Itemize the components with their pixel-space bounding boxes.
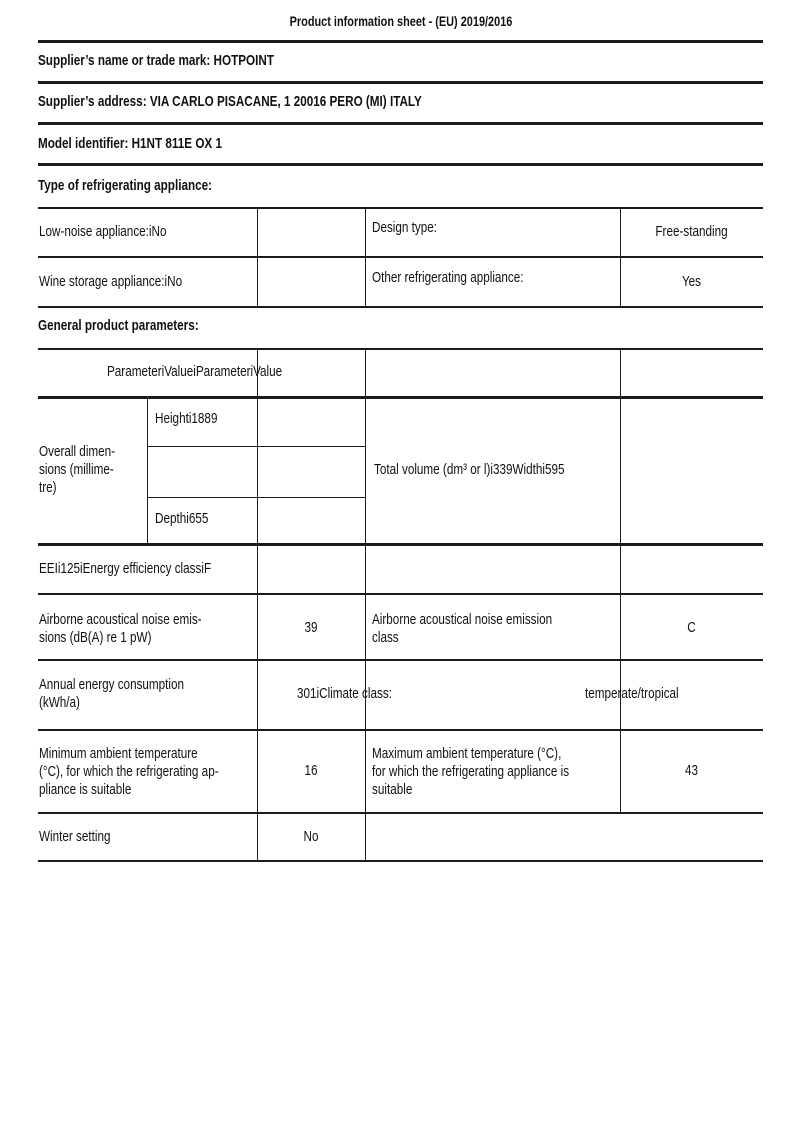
cell-max-ambient-temp-value: 43 [684, 762, 699, 779]
table-row-border [38, 729, 763, 731]
table-column-border [620, 207, 621, 307]
cell-design-type-label: Design type: [372, 219, 438, 236]
cell-annual-energy-label: Annual energy consumption (kWh/a) [39, 676, 185, 711]
table-row-border [38, 659, 763, 661]
parameters-header-row: ParameteriValueiParameteriValue [107, 363, 283, 380]
table-subrow-border [147, 497, 365, 498]
table-border-top [38, 207, 763, 209]
table-subcolumn-border [147, 397, 148, 544]
table-subrow-border [147, 446, 365, 447]
table-border-bottom [38, 860, 763, 862]
section-divider [38, 81, 763, 84]
cell-max-ambient-temp-label: Maximum ambient temperature (°C), for wh… [372, 745, 570, 798]
cell-depth-value: Depthi655 [155, 510, 209, 527]
section-divider [38, 40, 763, 43]
cell-winter-setting-value: No [303, 828, 319, 845]
type-section-heading: Type of refrigerating appliance: [38, 177, 213, 194]
table-column-border [257, 207, 258, 307]
table-column-border [257, 348, 258, 862]
cell-other-refrigerating-value: Yes [681, 273, 702, 290]
cell-climate-class-value: temperate/tropical [585, 685, 679, 702]
cell-noise-emissions-value: 39 [304, 619, 318, 636]
table-row-border [38, 543, 763, 546]
cell-total-volume: Total volume (dm³ or l)i339Widthi595 [374, 461, 565, 478]
table-border-top [38, 348, 763, 350]
section-divider [38, 163, 763, 166]
table-row-border [38, 812, 763, 814]
table-row-border [38, 593, 763, 595]
table-border-bottom [38, 306, 763, 308]
cell-design-type-value: Free-standing [655, 223, 728, 240]
cell-noise-emission-class-value: C [687, 619, 696, 636]
cell-low-noise-appliance: Low-noise appliance:iNo [39, 223, 167, 240]
cell-winter-setting-label: Winter setting [39, 828, 111, 845]
cell-height-value: Heighti1889 [155, 410, 218, 427]
cell-annual-energy-climate-class: 301iClimate class: [297, 685, 392, 702]
table-column-border [365, 348, 366, 862]
supplier-address-line: Supplier’s address: VIA CARLO PISACANE, … [38, 93, 422, 110]
general-section-heading: General product parameters: [38, 317, 199, 334]
cell-energy-efficiency-class: EEIi125iEnergy efficiency classiF [39, 560, 212, 577]
model-identifier-line: Model identifier: H1NT 811E OX 1 [38, 135, 223, 152]
cell-noise-emissions-label: Airborne acoustical noise emis- sions (d… [39, 611, 202, 646]
table-row-border [38, 256, 763, 258]
table-column-border [620, 348, 621, 814]
cell-min-ambient-temp-value: 16 [304, 762, 318, 779]
cell-min-ambient-temp-label: Minimum ambient temperature (°C), for wh… [39, 745, 219, 798]
cell-other-refrigerating-label: Other refrigerating appliance: [372, 269, 524, 286]
table-column-border [365, 207, 366, 307]
cell-overall-dimensions-label: Overall dimen- sions (millime- tre) [39, 443, 116, 496]
cell-noise-emission-class-label: Airborne acoustical noise emission class [372, 611, 553, 646]
cell-wine-storage-appliance: Wine storage appliance:iNo [39, 273, 183, 290]
table-header-border [38, 396, 763, 399]
page-title: Product information sheet - (EU) 2019/20… [289, 13, 513, 29]
supplier-name-line: Supplier’s name or trade mark: HOTPOINT [38, 52, 275, 69]
section-divider [38, 122, 763, 125]
